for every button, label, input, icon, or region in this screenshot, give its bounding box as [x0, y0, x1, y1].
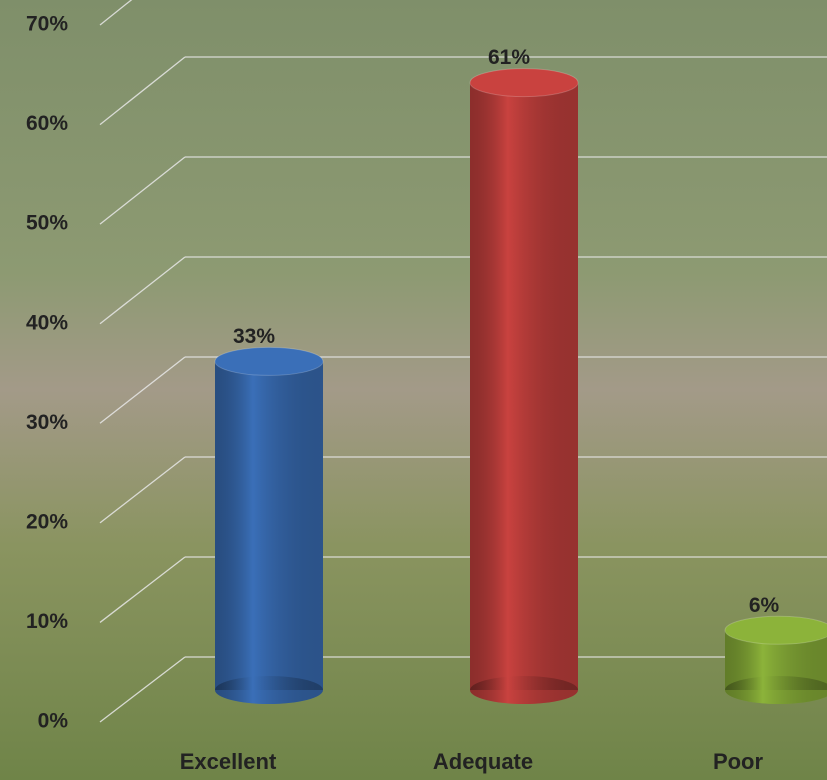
bar-top	[724, 615, 827, 645]
grid-line	[99, 156, 186, 225]
y-tick-label: 30%	[26, 411, 68, 434]
y-tick-label: 70%	[26, 13, 68, 36]
y-tick-label: 10%	[26, 610, 68, 633]
cylinder	[469, 68, 579, 704]
cylinder	[724, 615, 827, 704]
bar-shade	[470, 676, 578, 704]
bar-shade	[215, 676, 323, 704]
x-tick-label: Excellent	[180, 749, 277, 774]
bar-shade	[470, 82, 578, 691]
y-tick-label: 40%	[26, 311, 68, 334]
y-tick-label: 60%	[26, 112, 68, 135]
y-tick-label: 0%	[38, 710, 69, 733]
grid-line	[99, 256, 186, 325]
bar-top	[469, 68, 579, 98]
grid-line	[99, 656, 186, 723]
grid-line	[99, 56, 186, 126]
y-tick-label: 20%	[26, 510, 68, 533]
value-label: 61%	[488, 46, 530, 69]
grid-line	[99, 0, 133, 26]
bar-shade	[215, 361, 323, 690]
value-label: 33%	[233, 325, 275, 348]
grid-line	[99, 556, 186, 623]
y-tick-label: 50%	[26, 212, 68, 235]
bar-shade	[725, 676, 827, 704]
x-tick-label: Poor	[713, 749, 764, 774]
grid-line	[99, 456, 186, 524]
bar-top	[214, 346, 324, 376]
value-label: 6%	[749, 594, 780, 617]
x-tick-label: Adequate	[433, 749, 533, 774]
grid-line	[99, 356, 186, 424]
cylinder	[214, 346, 324, 704]
